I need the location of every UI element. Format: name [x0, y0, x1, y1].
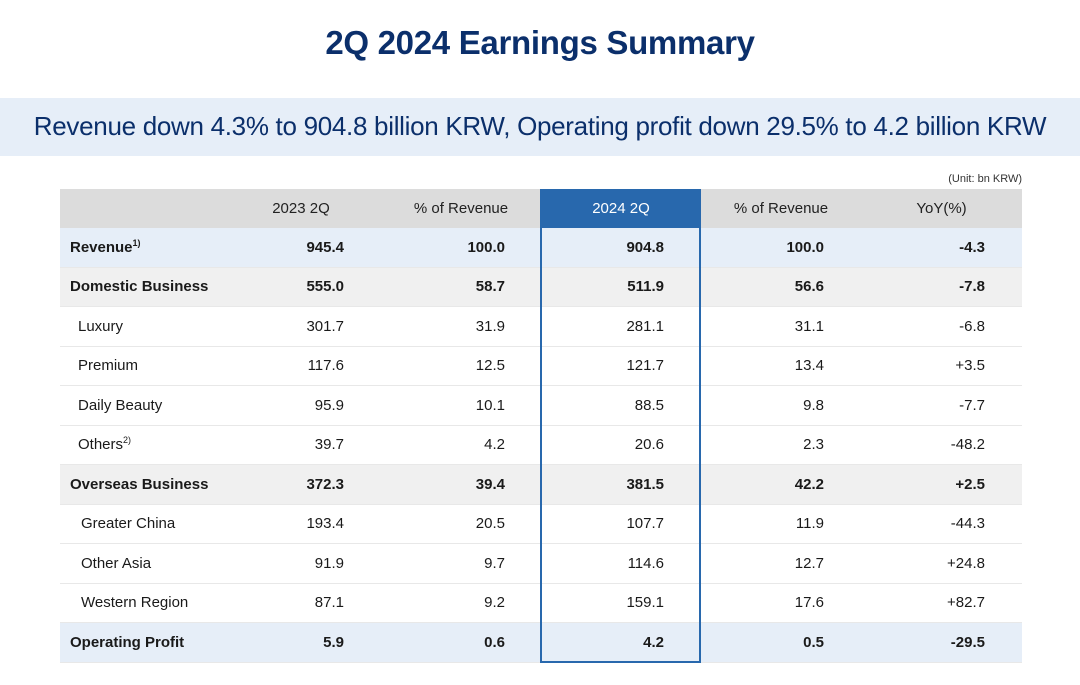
table-cell: 4.2 [381, 425, 541, 465]
table-cell: 107.7 [541, 504, 701, 544]
table-row: Others2) 39.7 4.2 20.6 2.3 -48.2 [60, 425, 1022, 465]
table-cell: 372.3 [221, 464, 381, 505]
table-cell: 31.9 [381, 306, 541, 347]
table-cell: -7.7 [861, 385, 1022, 426]
table-cell: 56.6 [701, 267, 861, 307]
table-cell: +24.8 [861, 543, 1022, 584]
subtitle-banner [0, 98, 1080, 156]
footnote-marker: 2) [123, 435, 132, 446]
table-cell: 555.0 [221, 267, 381, 307]
table-cell: 12.7 [701, 543, 861, 584]
table-cell: 11.9 [701, 504, 861, 544]
subtitle: Revenue down 4.3% to 904.8 billion KRW, … [33, 111, 1047, 141]
table-cell: 88.5 [541, 385, 701, 426]
table-cell: 87.1 [221, 583, 381, 623]
header-blank [60, 189, 221, 228]
table-cell: 12.5 [381, 346, 541, 386]
unit-note: (Unit: bn KRW) [948, 173, 1022, 185]
row-label: Luxury [60, 306, 221, 347]
table-cell: +2.5 [861, 464, 1022, 505]
row-label: Domestic Business [60, 267, 221, 307]
row-label: Western Region [60, 583, 221, 623]
table-cell: 13.4 [701, 346, 861, 386]
table-cell: 511.9 [541, 267, 701, 307]
table-cell: 9.2 [381, 583, 541, 623]
table-row: Operating Profit 5.9 0.6 4.2 0.5 -29.5 [60, 622, 1022, 663]
header-2024-pct-revenue: % of Revenue [701, 189, 861, 228]
table-row: Domestic Business 555.0 58.7 511.9 56.6 -7.8 [60, 267, 1022, 307]
row-label: Overseas Business [60, 464, 221, 505]
table-cell: 39.4 [381, 464, 541, 505]
table-cell: 42.2 [701, 464, 861, 505]
table-row: Luxury 301.7 31.9 281.1 31.1 -6.8 [60, 306, 1022, 347]
table-row: Western Region 87.1 9.2 159.1 17.6 +82.7 [60, 583, 1022, 623]
table-cell: +3.5 [861, 346, 1022, 386]
header-yoy: YoY(%) [861, 189, 1022, 228]
row-label: Premium [60, 346, 221, 386]
table-cell: -4.3 [861, 228, 1022, 268]
table-row: Revenue1) 945.4 100.0 904.8 100.0 -4.3 [60, 228, 1022, 268]
table-cell: 20.6 [541, 425, 701, 465]
header-2023-pct-revenue: % of Revenue [381, 189, 541, 228]
table-cell: 17.6 [701, 583, 861, 623]
table-row: Overseas Business 372.3 39.4 381.5 42.2 +2.5 [60, 464, 1022, 505]
table-cell: 100.0 [381, 228, 541, 268]
header-2024-2q: 2024 2Q [541, 189, 701, 228]
table-cell: 58.7 [381, 267, 541, 307]
row-label: Daily Beauty [60, 385, 221, 426]
table-header-row: 2023 2Q % of Revenue 2024 2Q % of Revenu… [60, 189, 1022, 228]
row-label: Operating Profit [60, 622, 221, 663]
table-cell: -7.8 [861, 267, 1022, 307]
table-cell: 100.0 [701, 228, 861, 268]
table-cell: 193.4 [221, 504, 381, 544]
table-cell: 9.7 [381, 543, 541, 584]
earnings-table: 2023 2Q % of Revenue 2024 2Q % of Revenu… [60, 189, 1022, 663]
table-cell: 5.9 [221, 622, 381, 663]
table-cell: 39.7 [221, 425, 381, 465]
page-title: 2Q 2024 Earnings Summary [325, 24, 755, 61]
table-cell: 10.1 [381, 385, 541, 426]
table-cell: 91.9 [221, 543, 381, 584]
table-row: Premium 117.6 12.5 121.7 13.4 +3.5 [60, 346, 1022, 386]
table-cell: +82.7 [861, 583, 1022, 623]
header-2023-2q: 2023 2Q [221, 189, 381, 228]
table-cell: 9.8 [701, 385, 861, 426]
table-cell: 4.2 [541, 622, 701, 663]
table-row: Daily Beauty 95.9 10.1 88.5 9.8 -7.7 [60, 385, 1022, 426]
table-cell: -48.2 [861, 425, 1022, 465]
table-cell: 159.1 [541, 583, 701, 623]
table-cell: 301.7 [221, 306, 381, 347]
row-label: Others2) [60, 425, 221, 465]
table-cell: 2.3 [701, 425, 861, 465]
table-cell: 114.6 [541, 543, 701, 584]
table-cell: 0.6 [381, 622, 541, 663]
table-cell: -29.5 [861, 622, 1022, 663]
table-cell: 31.1 [701, 306, 861, 347]
table-cell: 117.6 [221, 346, 381, 386]
footnote-marker: 1) [132, 237, 141, 248]
row-label: Greater China [60, 504, 221, 544]
table-row: Greater China 193.4 20.5 107.7 11.9 -44.3 [60, 504, 1022, 544]
table-cell: -44.3 [861, 504, 1022, 544]
table-cell: 121.7 [541, 346, 701, 386]
row-label: Revenue1) [60, 228, 221, 268]
table-cell: -6.8 [861, 306, 1022, 347]
table-cell: 904.8 [541, 228, 701, 268]
table-cell: 20.5 [381, 504, 541, 544]
table-cell: 0.5 [701, 622, 861, 663]
table-cell: 95.9 [221, 385, 381, 426]
table-row: Other Asia 91.9 9.7 114.6 12.7 +24.8 [60, 543, 1022, 584]
table-cell: 381.5 [541, 464, 701, 505]
table-cell: 281.1 [541, 306, 701, 347]
table-cell: 945.4 [221, 228, 381, 268]
row-label: Other Asia [60, 543, 221, 584]
